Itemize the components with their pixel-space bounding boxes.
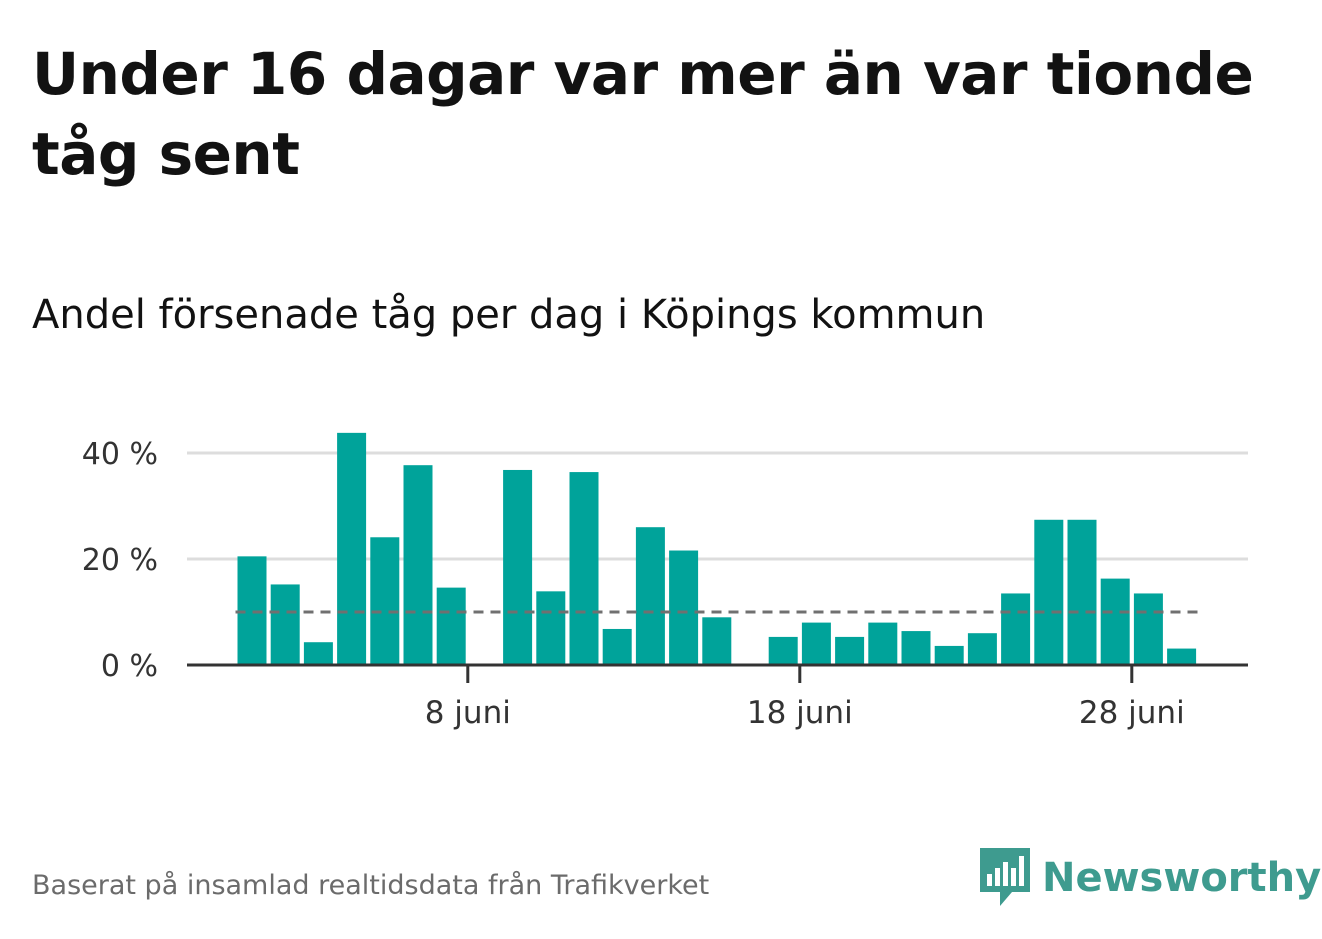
bar bbox=[370, 537, 400, 665]
bar bbox=[337, 432, 367, 665]
bar bbox=[602, 628, 632, 665]
y-tick-label: 20 % bbox=[82, 543, 158, 578]
bar bbox=[270, 584, 300, 665]
bar bbox=[436, 587, 466, 665]
bar bbox=[1167, 648, 1197, 665]
bar bbox=[768, 636, 798, 665]
bar bbox=[901, 631, 931, 665]
bar bbox=[1001, 593, 1031, 665]
bar bbox=[635, 527, 665, 665]
newsworthy-logo-icon bbox=[980, 848, 1030, 906]
bar-chart: 0 % 20 % 40 % 8 juni 18 juni 28 juni bbox=[82, 432, 1248, 731]
chart-title: Under 16 dagar var mer än var tionde tåg… bbox=[32, 40, 1254, 188]
bar bbox=[1133, 593, 1163, 665]
bar bbox=[1067, 519, 1097, 665]
bar bbox=[934, 645, 964, 665]
bar bbox=[536, 591, 566, 665]
bar bbox=[669, 550, 699, 665]
bar bbox=[967, 633, 997, 665]
y-tick-label: 40 % bbox=[82, 437, 158, 472]
x-tick-label: 18 juni bbox=[747, 695, 853, 731]
y-tick-label: 0 % bbox=[101, 649, 158, 684]
bar bbox=[303, 642, 333, 665]
bar bbox=[503, 469, 533, 665]
bar bbox=[835, 636, 865, 665]
bar bbox=[1100, 578, 1130, 665]
bar bbox=[868, 622, 898, 665]
bar bbox=[801, 622, 831, 665]
chart-subtitle: Andel försenade tåg per dag i Köpings ko… bbox=[32, 292, 986, 338]
bar bbox=[569, 472, 599, 665]
source-note: Baserat på insamlad realtidsdata från Tr… bbox=[32, 870, 710, 901]
x-tick-label: 28 juni bbox=[1079, 695, 1185, 731]
bar bbox=[1034, 519, 1064, 665]
x-tick-label: 8 juni bbox=[425, 695, 511, 731]
bar bbox=[702, 617, 732, 665]
brand-name: Newsworthy bbox=[1042, 855, 1322, 901]
bar bbox=[403, 465, 433, 665]
newsworthy-brand[interactable]: Newsworthy bbox=[980, 848, 1321, 908]
